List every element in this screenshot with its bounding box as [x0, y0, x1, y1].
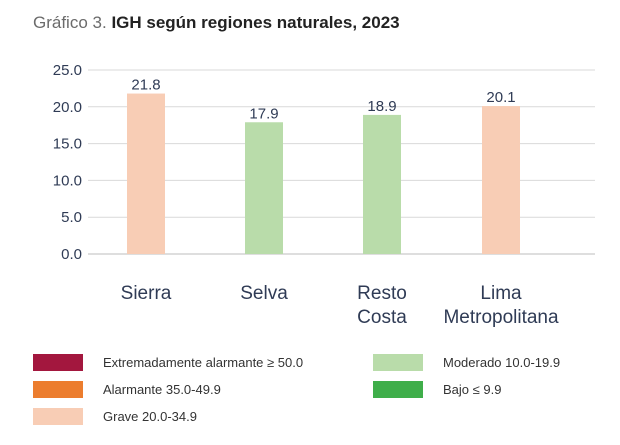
- data-label: 21.8: [131, 77, 160, 94]
- legend-item: Extremadamente alarmante ≥ 50.0: [33, 354, 303, 371]
- legend-label: Extremadamente alarmante ≥ 50.0: [103, 355, 304, 370]
- legend-swatch: [33, 354, 83, 371]
- chart-title: Gráfico 3. IGH según regiones naturales,…: [33, 13, 400, 33]
- legend: Extremadamente alarmante ≥ 50.0 Alarmante…: [33, 350, 593, 434]
- legend-item: Grave 20.0-34.9: [33, 408, 197, 425]
- bar: [245, 122, 283, 254]
- legend-swatch: [33, 381, 83, 398]
- y-tick-label: 20.0: [53, 99, 82, 116]
- bar-chart: 0.0 5.0 10.0 15.0 20.0 25.0 21.8 Sierra 17.9 Selv…: [53, 62, 595, 328]
- legend-swatch: [373, 354, 423, 371]
- legend-swatch: [373, 381, 423, 398]
- legend-label: Bajo ≤ 9.9: [443, 382, 502, 397]
- x-tick-label: Metropolitana: [443, 307, 559, 328]
- y-tick-label: 15.0: [53, 136, 82, 153]
- legend-label: Grave 20.0-34.9: [103, 409, 197, 424]
- bar: [127, 93, 165, 254]
- chart-title-main: IGH según regiones naturales, 2023: [111, 13, 400, 32]
- legend-swatch: [33, 408, 83, 425]
- y-tick-label: 5.0: [61, 209, 82, 226]
- data-label: 20.1: [486, 89, 515, 106]
- legend-item: Alarmante 35.0-49.9: [33, 381, 221, 398]
- legend-item: Bajo ≤ 9.9: [373, 381, 501, 398]
- data-label: 17.9: [249, 105, 278, 122]
- x-tick-label: Sierra: [121, 283, 172, 304]
- x-tick-label: Costa: [357, 307, 407, 328]
- legend-label: Alarmante 35.0-49.9: [103, 382, 221, 397]
- x-tick-label: Selva: [240, 283, 288, 304]
- data-label: 18.9: [367, 98, 396, 115]
- x-tick-label: Lima: [480, 283, 522, 304]
- y-tick-label: 0.0: [61, 246, 82, 263]
- y-tick-label: 25.0: [53, 62, 82, 79]
- chart-title-prefix: Gráfico 3.: [33, 13, 107, 32]
- legend-label: Moderado 10.0-19.9: [443, 355, 561, 370]
- y-tick-label: 10.0: [53, 172, 82, 189]
- x-tick-label: Resto: [357, 283, 407, 304]
- bar: [482, 106, 520, 255]
- legend-item: Moderado 10.0-19.9: [373, 354, 560, 371]
- bar: [363, 114, 401, 255]
